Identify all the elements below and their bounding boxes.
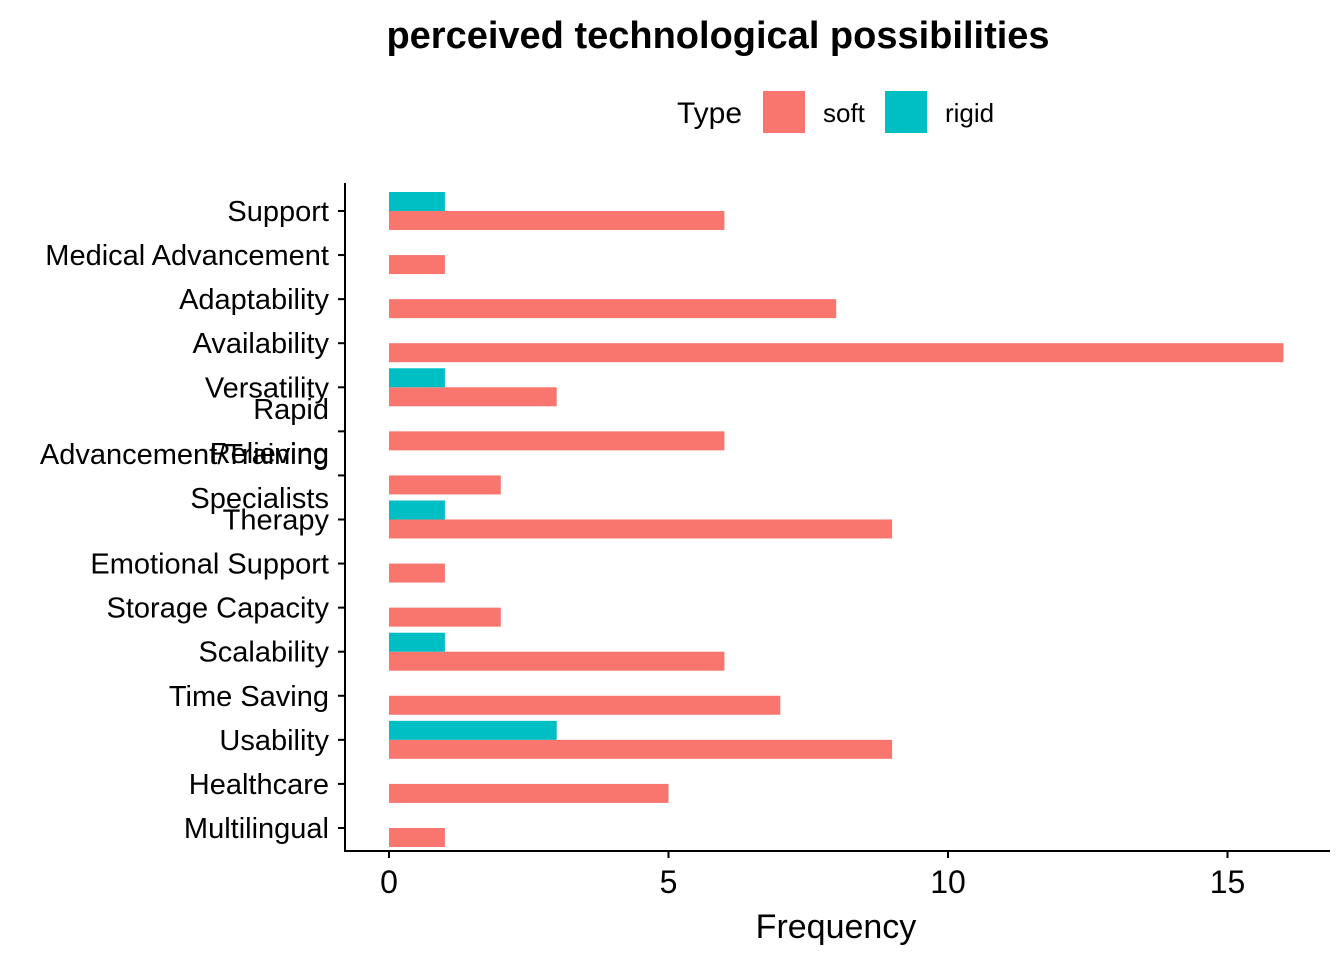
y-tick-label-8: Emotional Support	[90, 549, 329, 581]
bar-soft-2	[389, 299, 837, 319]
bar-soft-6	[389, 475, 501, 495]
bar-soft-4	[389, 387, 557, 407]
x-tick-label-5: 5	[660, 864, 678, 900]
bar-rigid-0	[389, 192, 445, 211]
bar-soft-12	[389, 739, 893, 759]
x-tick-label-15: 15	[1210, 864, 1246, 900]
legend-label-soft: soft	[823, 98, 866, 128]
y-tick-label-14: Multilingual	[184, 813, 329, 845]
bar-soft-5	[389, 431, 725, 451]
legend: Type soft rigid	[677, 91, 994, 133]
y-axis: Support Medical Advancement Adaptability Av…	[40, 196, 345, 845]
x-axis-title: Frequency	[756, 908, 917, 946]
bar-soft-8	[389, 563, 445, 583]
y-tick-label-0: Support	[227, 196, 329, 228]
y-tick-label-5: Rapid Advancement/Training	[40, 394, 329, 471]
plot-area	[389, 192, 1284, 847]
bar-soft-11	[389, 695, 781, 715]
bar-rigid-12	[389, 720, 557, 740]
y-tick-label-10: Scalability	[198, 637, 329, 669]
legend-key-soft	[763, 91, 805, 133]
legend-title: Type	[677, 97, 742, 130]
y-tick-label-4: Versatility	[205, 372, 330, 404]
legend-label-rigid: rigid	[945, 98, 994, 128]
bar-soft-0	[389, 211, 725, 230]
bar-soft-13	[389, 783, 669, 803]
y-tick-label-6: Relieving Specialists	[190, 438, 329, 515]
y-tick-label-7: Therapy	[223, 504, 330, 536]
y-tick-label-13: Healthcare	[189, 769, 329, 801]
bar-rigid-10	[389, 632, 445, 652]
legend-items: soft rigid	[763, 91, 994, 133]
y-tick-label-1: Medical Advancement	[45, 240, 329, 272]
y-tick-label-3: Availability	[193, 328, 330, 360]
bar-soft-1	[389, 255, 445, 275]
y-tick-label-2: Adaptability	[179, 284, 329, 316]
bar-soft-3	[389, 343, 1284, 363]
bar-soft-14	[389, 827, 445, 847]
bar-rigid-4	[389, 368, 445, 388]
bar-soft-9	[389, 607, 501, 627]
bar-rigid-7	[389, 500, 445, 520]
bar-soft-10	[389, 651, 725, 671]
y-tick-label-11: Time Saving	[169, 681, 329, 713]
x-tick-label-10: 10	[930, 864, 966, 900]
chart-title: perceived technological possibilities	[386, 15, 1049, 57]
y-tick-label-12: Usability	[219, 725, 329, 757]
y-tick-label-9: Storage Capacity	[107, 593, 330, 625]
x-axis: 0 5 10 15	[380, 851, 1245, 900]
x-tick-label-0: 0	[380, 864, 398, 900]
legend-key-rigid	[885, 91, 927, 133]
bar-soft-7	[389, 519, 893, 539]
